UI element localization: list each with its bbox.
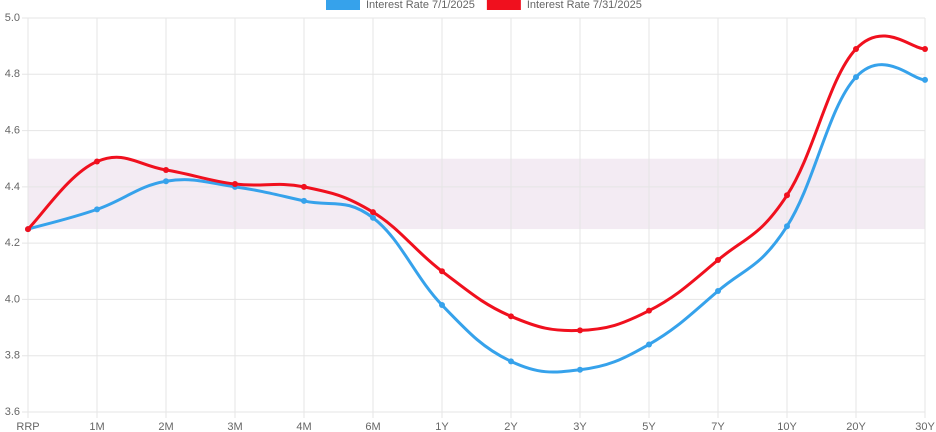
- x-tick-label: RRP: [16, 421, 39, 432]
- x-tick-label: 30Y: [915, 421, 935, 432]
- data-point: [370, 209, 376, 216]
- legend-label[interactable]: Interest Rate 7/1/2025: [366, 0, 475, 11]
- y-tick-label: 4.4: [5, 181, 20, 193]
- legend-swatch[interactable]: [486, 0, 521, 10]
- x-tick-label: 3Y: [573, 421, 587, 432]
- y-tick-label: 4.8: [5, 68, 20, 80]
- x-tick-label: 2Y: [504, 421, 518, 432]
- x-tick-label: 1M: [89, 421, 104, 432]
- x-tick-label: 10Y: [777, 421, 797, 432]
- x-tick-label: 5Y: [642, 421, 656, 432]
- legend-label[interactable]: Interest Rate 7/31/2025: [527, 0, 642, 11]
- data-point: [232, 181, 238, 188]
- y-tick-label: 4.0: [5, 293, 20, 305]
- data-point: [25, 226, 31, 233]
- series-line: [26, 34, 926, 333]
- y-tick-label: 4.2: [5, 237, 20, 249]
- data-point: [301, 197, 307, 204]
- data-point: [646, 341, 652, 348]
- data-point: [853, 45, 859, 52]
- y-tick-label: 3.6: [5, 406, 20, 418]
- data-point: [370, 214, 376, 221]
- legend-swatch[interactable]: [326, 0, 360, 10]
- x-tick-label: 1Y: [435, 421, 449, 432]
- data-point: [94, 206, 100, 213]
- x-tick-label: 4M: [296, 421, 311, 432]
- x-tick-label: 2M: [158, 421, 173, 432]
- data-point: [163, 178, 169, 185]
- data-point: [853, 74, 859, 81]
- y-tick-label: 4.6: [5, 124, 20, 136]
- series-line: [27, 63, 926, 374]
- data-point: [508, 358, 514, 365]
- y-tick-label: 3.8: [5, 350, 20, 362]
- x-tick-label: 7Y: [711, 421, 725, 432]
- data-point: [577, 327, 583, 334]
- data-point: [508, 313, 514, 320]
- data-point: [439, 268, 445, 275]
- data-point: [94, 158, 100, 165]
- data-point: [163, 166, 169, 173]
- x-tick-label: 20Y: [846, 421, 866, 432]
- data-point: [922, 45, 928, 52]
- data-point: [646, 307, 652, 314]
- data-point: [715, 257, 721, 264]
- data-point: [922, 76, 928, 83]
- data-point: [301, 183, 307, 190]
- data-point: [439, 302, 445, 309]
- x-tick-label: 6M: [365, 421, 380, 432]
- y-tick-label: 5.0: [5, 12, 20, 24]
- data-point: [715, 287, 721, 294]
- target-band: [28, 158, 925, 230]
- data-point: [784, 223, 790, 230]
- data-point: [577, 366, 583, 373]
- data-point: [784, 192, 790, 199]
- x-tick-label: 3M: [227, 421, 242, 432]
